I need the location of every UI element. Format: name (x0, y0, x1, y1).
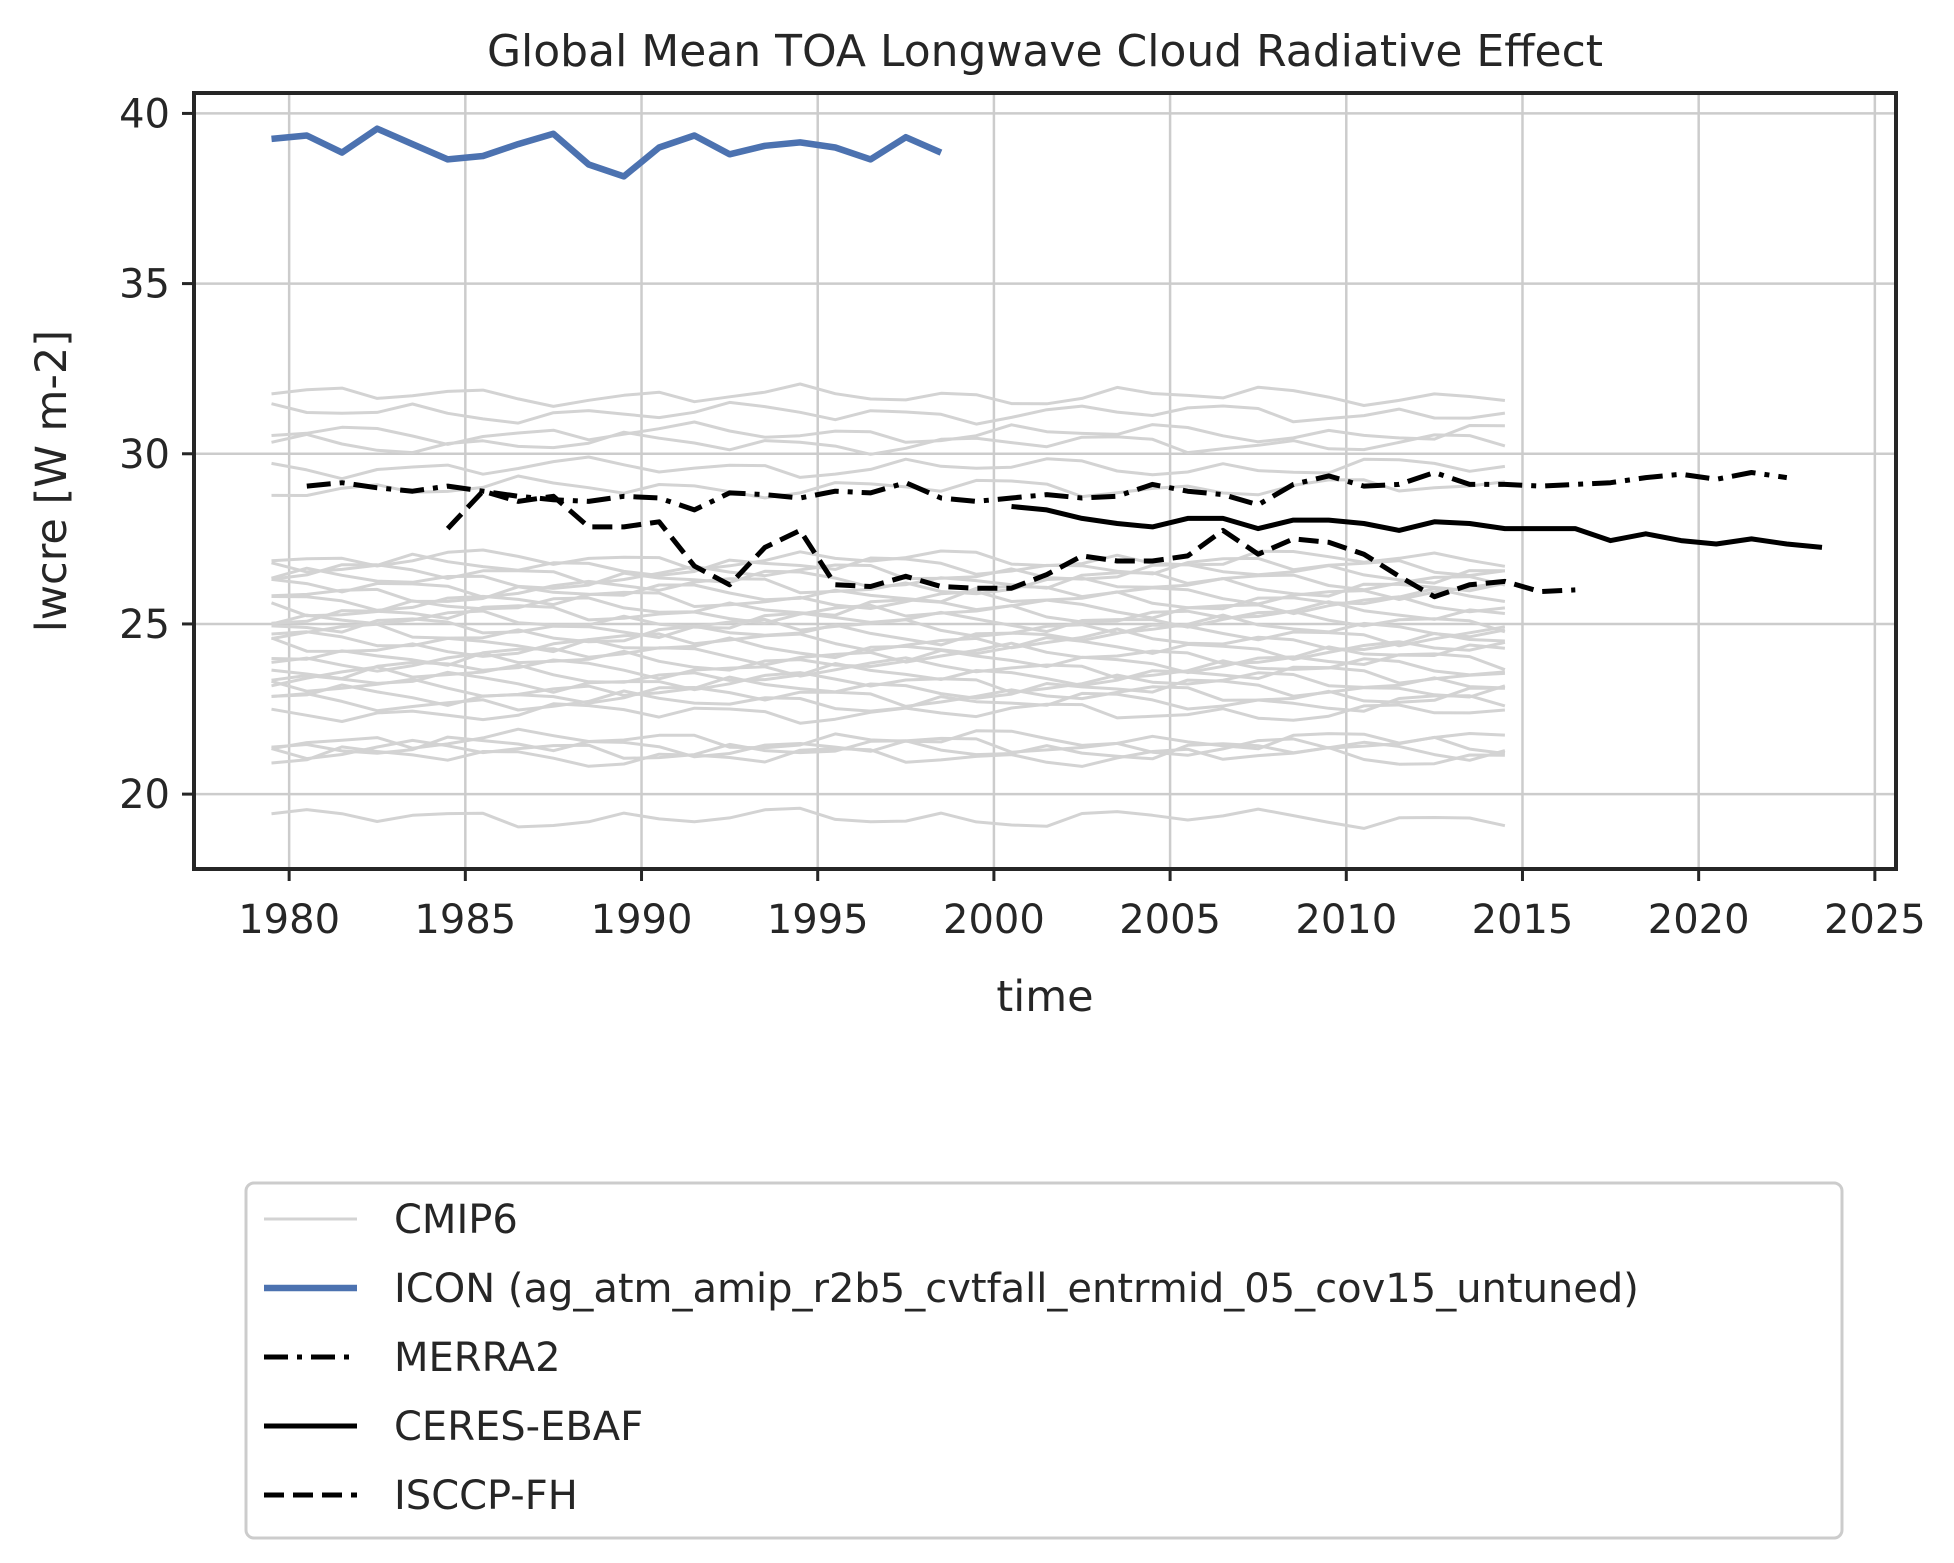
cmip6-model-line (271, 455, 1506, 481)
cmip6-model-line (271, 382, 1506, 408)
cmip6-model-line (271, 400, 1506, 426)
legend: CMIP6 ICON (ag_atm_amip_r2b5_cvtfall_entr… (244, 1181, 1844, 1540)
x-tick-label: 1980 (238, 897, 340, 943)
y-tick-label: 35 (119, 262, 170, 308)
y-tick-label: 25 (119, 602, 170, 648)
cmip6-model-line (271, 735, 1506, 759)
cmip6-model-line (271, 430, 1506, 456)
cmip6-model-line (271, 580, 1506, 606)
legend-label: CERES-EBAF (394, 1404, 643, 1450)
x-tick-label: 2020 (1648, 897, 1750, 943)
cmip6-model-line (271, 420, 1505, 446)
series-icon-line (271, 125, 943, 180)
x-tick-label: 2015 (1472, 897, 1574, 943)
y-axis-label: lwcre [W m-2] (27, 330, 77, 632)
legend-label: ICON (ag_atm_amip_r2b5_cvtfall_entrmid_0… (394, 1266, 1639, 1312)
y-tick-label: 40 (119, 91, 170, 137)
cmip6-model-line (271, 648, 1506, 675)
y-tick-label: 20 (119, 772, 170, 818)
series-isccp-fh-line (445, 488, 1576, 600)
cmip6-model-line (271, 745, 1505, 768)
legend-label: ISCCP-FH (394, 1473, 578, 1519)
cmip6-model-line (271, 600, 1506, 625)
cmip6-model-line (271, 806, 1506, 830)
cmip6-model-line (271, 576, 1506, 599)
x-axis-ticks: 1980 1985 1990 1995 2000 2005 2010 2015 2020 2025 (238, 869, 1926, 943)
cmip6-model-line (271, 622, 1506, 648)
legend-label: CMIP6 (394, 1197, 518, 1243)
cmip6-model-line (271, 587, 1506, 612)
legend-label: MERRA2 (394, 1335, 561, 1381)
cmip6-lines (270, 382, 1506, 830)
x-tick-label: 1985 (414, 897, 516, 943)
cmip6-model-line (271, 552, 1506, 577)
x-tick-label: 1990 (591, 897, 693, 943)
x-tick-label: 1995 (767, 897, 869, 943)
cmip6-model-line (271, 474, 1506, 500)
series-merra2-line (306, 470, 1788, 513)
grid (194, 93, 1896, 869)
y-axis-ticks: 20 25 30 35 40 (119, 91, 194, 818)
cmip6-model-line (271, 613, 1506, 639)
x-tick-label: 2025 (1824, 897, 1926, 943)
x-tick-label: 2010 (1295, 897, 1397, 943)
cmip6-model-line (271, 670, 1505, 694)
legend-frame (244, 1181, 1844, 1540)
cmip6-model-line (271, 683, 1505, 708)
x-tick-label: 2000 (943, 897, 1045, 943)
x-tick-label: 2005 (1119, 897, 1221, 943)
series-lines (271, 125, 1823, 600)
cmip6-model-line (271, 656, 1506, 681)
series-ceres-ebaf-line (1011, 504, 1823, 550)
chart-title: Global Mean TOA Longwave Cloud Radiative… (487, 26, 1603, 77)
plot-frame (192, 91, 1898, 871)
cmip6-model-line (271, 702, 1506, 725)
cmip6-model-line (271, 675, 1506, 700)
cmip6-model-line (271, 563, 1505, 586)
y-tick-label: 30 (119, 432, 170, 478)
cmip6-model-line (271, 662, 1505, 688)
x-axis-label: time (996, 972, 1093, 1022)
